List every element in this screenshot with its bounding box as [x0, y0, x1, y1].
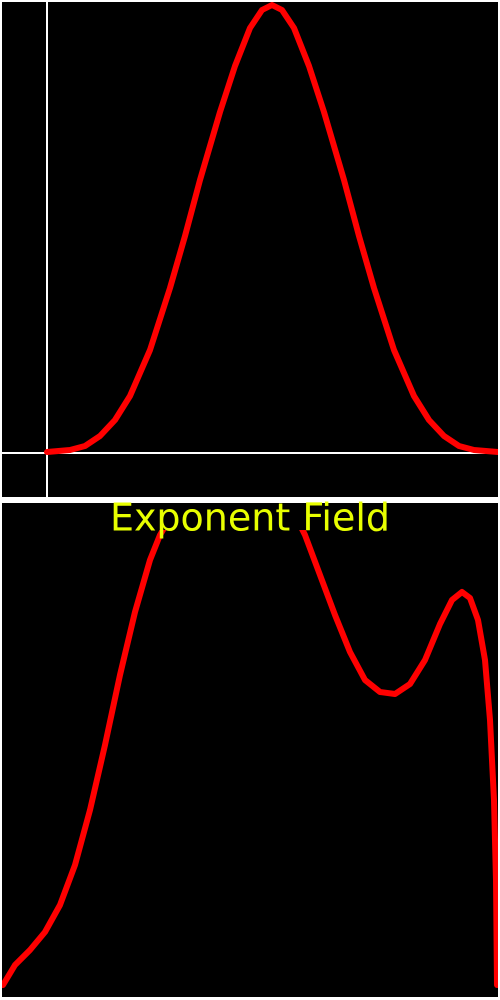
panel-title: Exponent Field [110, 496, 390, 540]
gaussian-curve [44, 2, 498, 455]
top-panel [2, 2, 498, 497]
bottom-panel [2, 503, 498, 997]
field-curve [2, 530, 498, 988]
